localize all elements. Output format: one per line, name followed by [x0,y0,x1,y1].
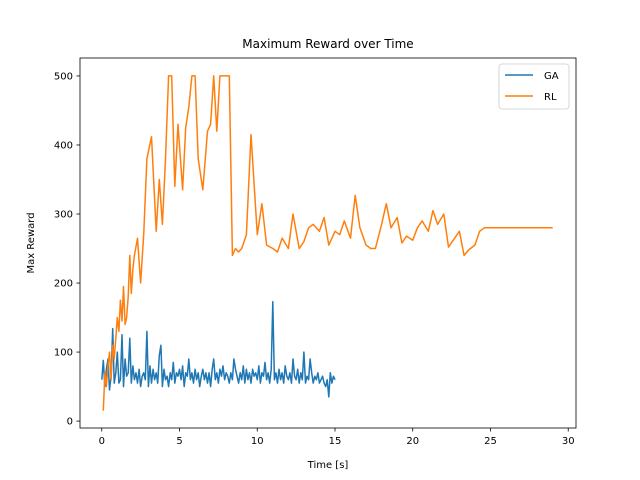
series-line-rl [102,75,553,411]
x-tick-label: 20 [406,436,419,447]
plot-frame [79,57,577,429]
legend-label-ga: GA [544,71,559,82]
y-tick-label: 200 [54,279,73,290]
y-tick-label: 300 [54,210,73,221]
x-axis-label: Time [s] [307,460,349,471]
legend: GA RL [498,63,570,110]
x-tick-label: 10 [251,436,264,447]
x-tick-label: 25 [484,436,497,447]
y-tick-label: 100 [54,348,73,359]
x-tick-label: 0 [99,436,105,447]
x-tick-label: 5 [176,436,182,447]
x-tick-label: 30 [562,436,575,447]
legend-label-rl: RL [544,92,557,103]
series-line-ga [101,300,336,398]
y-axis-label: Max Reward [26,212,37,273]
x-tick-label: 15 [329,436,342,447]
x-axis: 0 5 10 15 20 25 30 [99,428,575,447]
y-axis: 0 100 200 300 400 500 [54,71,80,428]
y-tick-label: 0 [67,417,73,428]
chart-title: Maximum Reward over Time [242,37,413,51]
plot-area [101,75,553,411]
y-tick-label: 500 [54,71,73,82]
y-tick-label: 400 [54,140,73,151]
